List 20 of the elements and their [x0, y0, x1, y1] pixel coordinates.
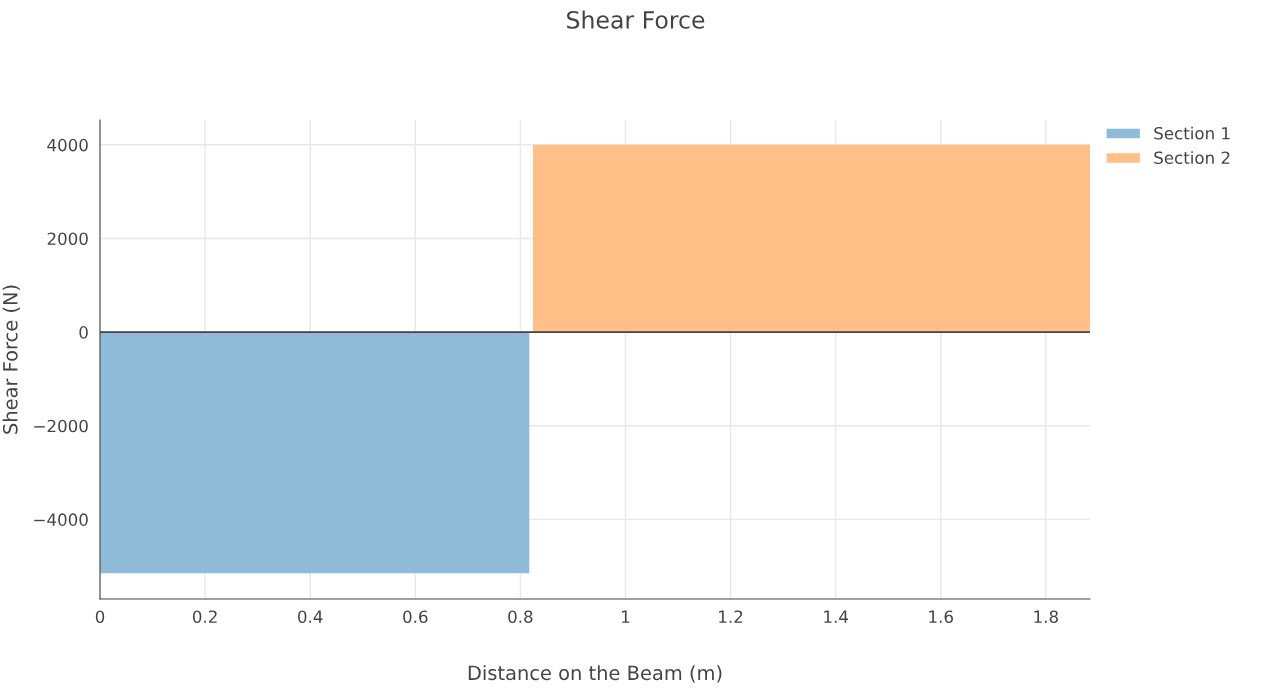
x-tick-label: 0.8	[508, 610, 533, 624]
x-axis-title: Distance on the Beam (m)	[468, 665, 722, 683]
x-tick-label: 1.4	[824, 610, 848, 623]
y-tick-label: −2000	[34, 419, 88, 433]
x-tick-label: 1	[622, 610, 630, 623]
x-tick-label: 0.2	[192, 610, 217, 624]
x-tick-label: 1.8	[1034, 610, 1058, 624]
chart-title: Shear Force	[567, 10, 705, 29]
y-tick-label: 2000	[47, 232, 88, 246]
x-tick-label: 0.6	[403, 610, 428, 624]
y-tick-label: 0	[79, 326, 88, 339]
x-tick-label: 0.4	[298, 610, 323, 624]
legend-label: Section 2	[1154, 151, 1230, 165]
y-axis-title: Shear Force (N)	[2, 285, 20, 434]
x-tick-label: 1.6	[929, 610, 953, 624]
x-tick-label: 0	[95, 610, 105, 624]
y-tick-label: 4000	[47, 138, 88, 152]
y-tick-label: −4000	[34, 513, 88, 526]
x-tick-label: 1.2	[719, 610, 743, 623]
legend-label: Section 1	[1154, 126, 1230, 140]
